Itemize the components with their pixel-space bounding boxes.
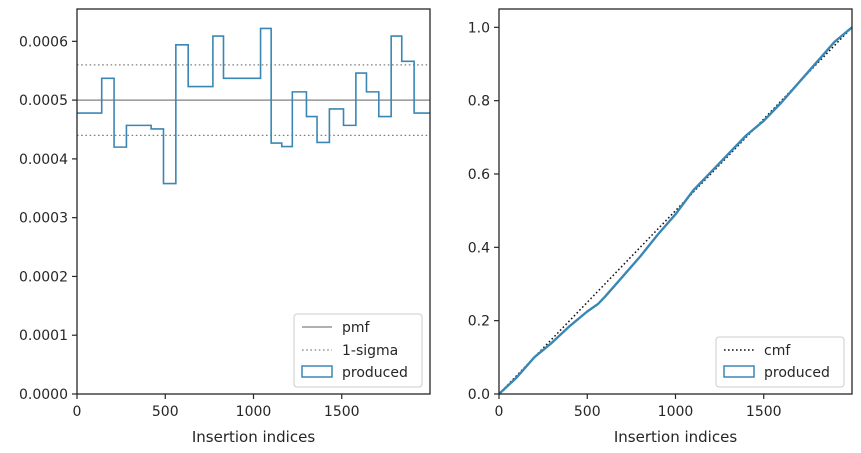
histogram-legend-box [293, 313, 423, 388]
histogram-ticks: 0 500 1000 1500 0.0000 0.0001 0.0002 0.0003 0.00… [19, 34, 360, 420]
y-tick-label: 0.4 [468, 240, 490, 256]
legend-pmf-label: pmf [342, 320, 371, 336]
histogram-legend: pmf 1-sigma produced [293, 313, 423, 388]
y-tick-label: 1.0 [468, 20, 490, 36]
y-tick-label: 0.8 [468, 94, 490, 110]
x-tick-label: 0 [495, 404, 504, 420]
y-tick-label: 0.0005 [19, 93, 68, 109]
cmf-plot-area [498, 26, 853, 395]
y-tick-label: 0.0003 [19, 211, 68, 227]
legend-produced-label: produced [342, 365, 408, 381]
cmf-panel: 0 500 1000 1500 0.0 0.2 0.4 0.6 0.8 1.0 Insertion… [468, 8, 853, 446]
y-tick-label: 0.0 [468, 387, 490, 403]
x-tick-label: 1000 [236, 404, 272, 420]
legend-produced-label: produced [764, 365, 830, 381]
y-tick-label: 0.0006 [19, 34, 68, 50]
cmf-ticks: 0 500 1000 1500 0.0 0.2 0.4 0.6 0.8 1.0 [468, 20, 782, 420]
x-tick-label: 500 [152, 404, 179, 420]
y-tick-label: 0.0000 [19, 387, 68, 403]
y-tick-label: 0.0004 [19, 152, 68, 168]
histogram-x-axis-label: Insertion indices [192, 428, 315, 446]
y-tick-label: 0.0002 [19, 269, 68, 285]
x-tick-label: 1000 [658, 404, 694, 420]
legend-produced-swatch [301, 365, 333, 378]
produced-cumulative-series [498, 26, 853, 395]
legend-sigma-label: 1-sigma [342, 343, 398, 359]
y-tick-label: 0.6 [468, 167, 490, 183]
x-tick-label: 0 [73, 404, 82, 420]
x-tick-label: 500 [574, 404, 601, 420]
cmf-legend: cmf produced [715, 336, 845, 388]
legend-cmf-label: cmf [764, 343, 791, 359]
produced-histogram-series [77, 27, 430, 185]
cmf-x-axis-label: Insertion indices [614, 428, 737, 446]
x-tick-label: 1500 [746, 404, 782, 420]
histogram-panel: 0 500 1000 1500 0.0000 0.0001 0.0002 0.0003 0.00… [19, 8, 431, 446]
legend-produced-swatch [723, 365, 755, 378]
y-tick-label: 0.2 [468, 314, 490, 330]
x-tick-label: 1500 [324, 404, 360, 420]
y-tick-label: 0.0001 [19, 328, 68, 344]
histogram-plot-area [77, 27, 430, 185]
cmf-axes-frame [498, 8, 853, 395]
